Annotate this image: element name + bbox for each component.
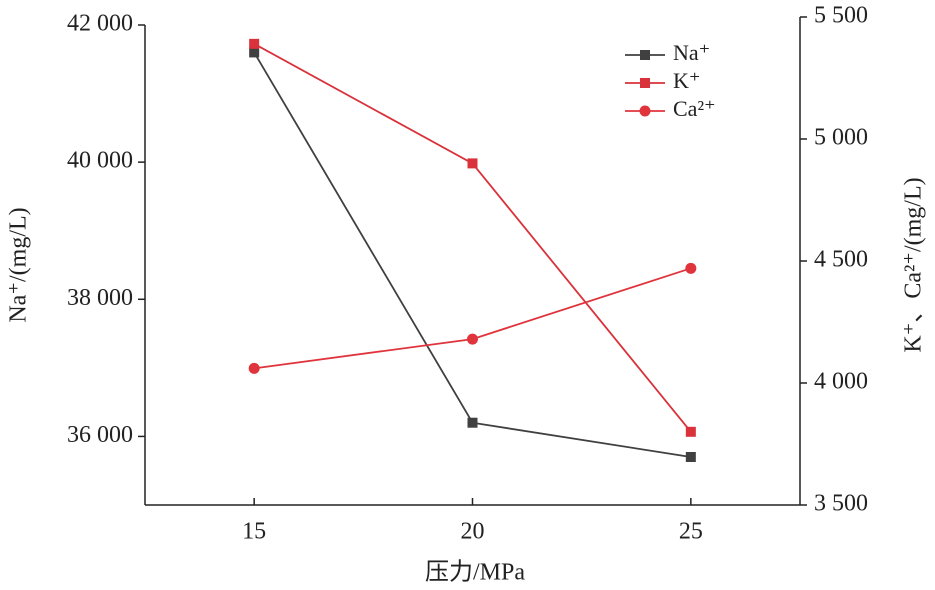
y2-tick-label: 4 500 — [814, 247, 868, 273]
x-tick-label: 20 — [461, 519, 485, 545]
x-tick-label: 15 — [242, 519, 266, 545]
y2-axis-label: K⁺、Ca²⁺/(mg/L) — [901, 177, 927, 352]
x-axis-label: 压力/MPa — [425, 559, 525, 586]
point — [685, 426, 696, 437]
y2-tick-label: 5 500 — [814, 3, 868, 29]
point — [467, 158, 478, 169]
point — [685, 452, 696, 462]
y-tick-label: 40 000 — [67, 148, 133, 174]
legend-label: Na⁺ — [673, 40, 710, 65]
legend-marker — [639, 105, 651, 117]
y-tick-label: 36 000 — [67, 422, 133, 448]
y2-tick-label: 5 000 — [814, 125, 868, 151]
point — [685, 262, 697, 274]
legend-label: K⁺ — [673, 68, 701, 93]
point — [249, 38, 260, 49]
point — [467, 417, 478, 428]
legend-marker — [640, 50, 650, 60]
legend-label: Ca²⁺ — [673, 96, 716, 121]
point — [248, 362, 260, 374]
x-tick-label: 25 — [679, 519, 703, 545]
point — [249, 47, 260, 58]
y-tick-label: 42 000 — [67, 11, 133, 37]
y-tick-label: 38 000 — [67, 285, 133, 311]
legend-marker — [640, 78, 650, 88]
series-line — [254, 267, 692, 370]
point — [467, 333, 478, 345]
y2-tick-label: 4 000 — [814, 369, 868, 395]
series-line — [253, 43, 692, 433]
y-axis-label: Na⁺/(mg/L) — [6, 207, 32, 322]
series-line — [253, 51, 691, 458]
y2-tick-label: 3 500 — [814, 491, 868, 517]
